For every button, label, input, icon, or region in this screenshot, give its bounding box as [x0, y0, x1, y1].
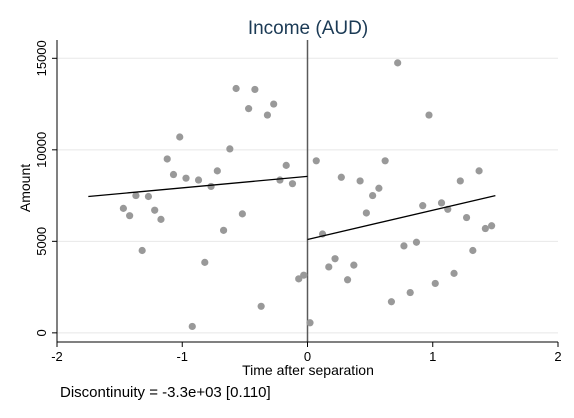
data-point — [337, 173, 345, 181]
data-point — [276, 176, 284, 184]
data-point — [126, 212, 134, 220]
x-axis-label: Time after separation — [242, 362, 374, 378]
data-point — [132, 191, 140, 200]
data-point — [138, 246, 146, 255]
y-tick-label: 10000 — [34, 132, 49, 168]
data-point — [270, 100, 278, 108]
data-point — [194, 176, 203, 184]
data-point — [263, 111, 272, 119]
y-tick-label: 15000 — [34, 40, 49, 76]
y-axis-label: Amount — [17, 164, 33, 212]
data-point — [295, 275, 303, 283]
data-point — [119, 204, 127, 212]
x-tick-label: 2 — [554, 349, 561, 364]
data-point — [469, 246, 477, 255]
data-point — [151, 206, 159, 214]
data-point — [226, 145, 234, 153]
data-point — [306, 319, 314, 327]
data-point — [188, 322, 196, 331]
data-point — [488, 222, 496, 230]
data-point — [176, 133, 184, 141]
data-point — [238, 210, 246, 218]
data-point — [475, 167, 483, 175]
data-point — [282, 161, 290, 169]
data-point — [369, 191, 377, 200]
x-tick-label: 0 — [304, 349, 311, 364]
data-point — [331, 255, 339, 263]
footnote: Discontinuity = -3.3e+03 [0.110] — [60, 384, 271, 401]
x-tick-label: -2 — [51, 349, 63, 364]
data-point — [381, 157, 389, 165]
data-point — [300, 271, 308, 279]
data-point — [144, 192, 153, 201]
data-point — [425, 111, 433, 119]
data-point — [182, 174, 190, 182]
data-point — [394, 59, 402, 67]
data-point — [257, 302, 265, 310]
data-point — [375, 184, 383, 192]
fit-line-right — [307, 194, 496, 241]
chart-title: Income (AUD) — [248, 18, 368, 39]
data-point — [419, 202, 427, 210]
data-point — [400, 242, 408, 250]
data-point — [251, 85, 259, 94]
data-point — [245, 105, 253, 113]
y-tick-label: 0 — [34, 329, 49, 336]
x-tick-label: -1 — [176, 349, 188, 364]
fit-layer — [88, 175, 496, 241]
data-point — [456, 177, 464, 185]
data-point — [450, 269, 458, 277]
data-point — [207, 182, 215, 191]
points-layer — [119, 59, 496, 331]
data-point — [343, 276, 352, 284]
x-tick-label: 1 — [429, 349, 436, 364]
data-point — [213, 167, 221, 175]
data-point — [437, 199, 446, 207]
data-point — [157, 215, 165, 223]
data-point — [462, 213, 471, 222]
data-point — [350, 261, 358, 269]
data-point — [362, 209, 370, 217]
data-point — [431, 279, 439, 288]
data-point — [406, 288, 414, 297]
data-point — [219, 226, 228, 234]
data-point — [325, 263, 333, 271]
fit-line-left — [88, 175, 308, 198]
y-tick-label: 5000 — [34, 227, 49, 256]
data-point — [312, 157, 320, 165]
data-point — [288, 180, 297, 188]
data-point — [169, 170, 178, 179]
data-point — [387, 298, 396, 306]
data-point — [232, 84, 240, 93]
ticks-layer: -2 -1 0 1 2 0 5000 10000 15000 — [34, 40, 562, 364]
data-point — [201, 258, 209, 266]
data-point — [412, 238, 421, 246]
data-point — [356, 177, 364, 185]
data-point — [163, 155, 171, 163]
data-point — [481, 224, 489, 233]
